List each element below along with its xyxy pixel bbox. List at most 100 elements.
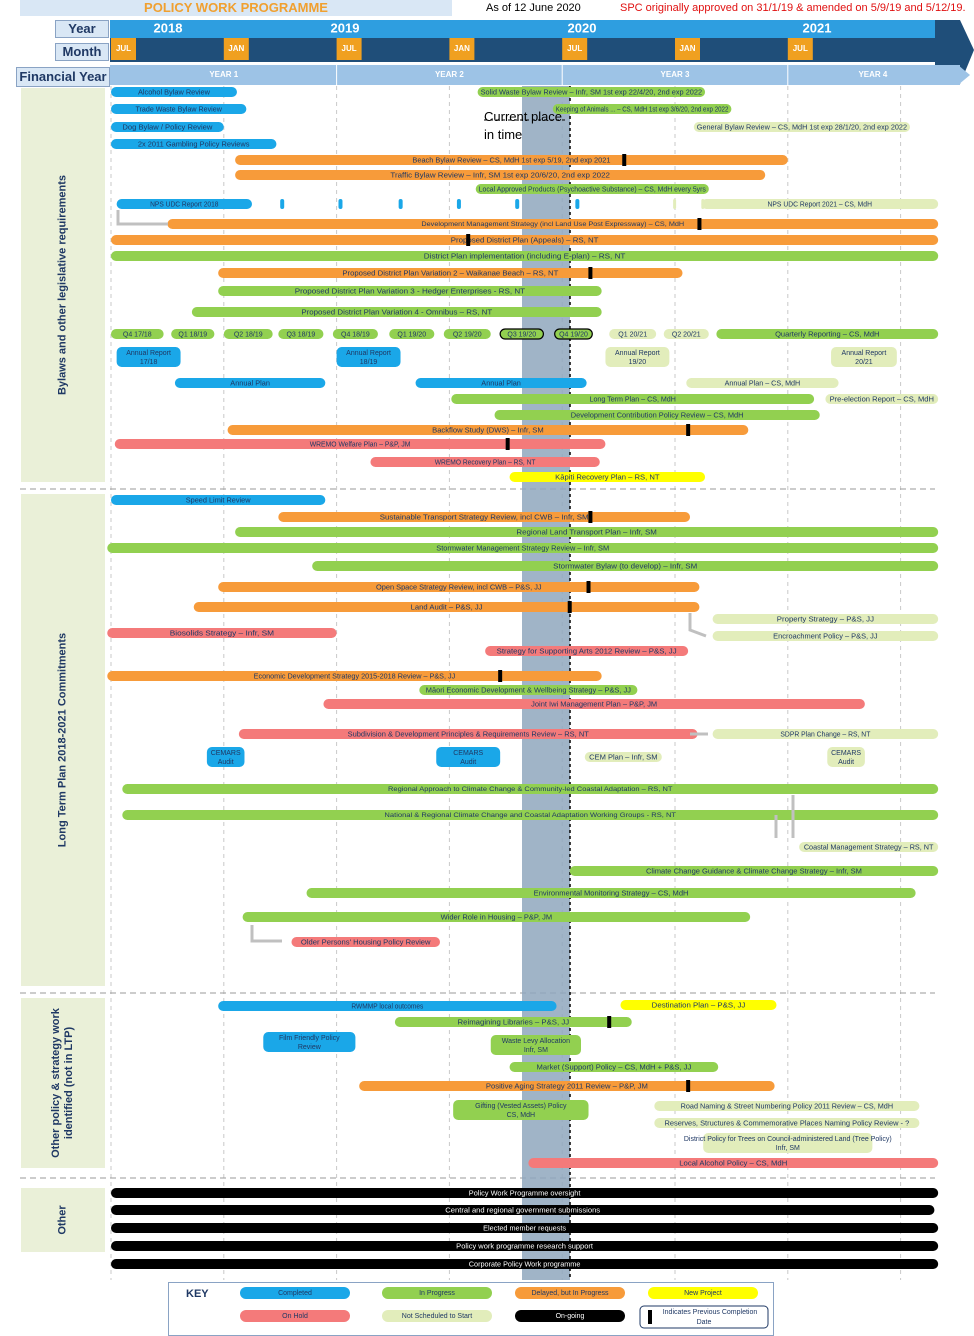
task-bar <box>235 155 788 165</box>
task-bar <box>494 410 820 420</box>
task-bar <box>111 87 237 97</box>
task-label: Climate Change Guidance & Climate Change… <box>646 868 862 875</box>
task-label: Gifting (Vested Assets) Policy <box>475 1103 567 1110</box>
task-label: CEM Plan – Infr, SM <box>589 754 658 761</box>
task-bar <box>242 912 751 922</box>
legend-label: Date <box>697 1319 712 1326</box>
task-label: Proposed District Plan Variation 2 – Wai… <box>342 270 559 277</box>
task-bar <box>419 685 638 695</box>
task-bar <box>114 439 606 449</box>
task-label: Biosolids Strategy – Infr, SM <box>170 630 275 637</box>
task-label: Annual Report <box>615 350 660 357</box>
task-label: Regional Land Transport Plan – Infr, SM <box>516 529 657 536</box>
task-bar <box>193 602 700 612</box>
task-label: Strategy for Supporting Arts 2012 Review… <box>497 648 677 655</box>
task-bar <box>443 329 491 339</box>
task-label: Q2 20/21 <box>672 331 701 338</box>
legend-label: In Progress <box>419 1290 455 1297</box>
previous-completion-marker <box>686 424 691 436</box>
task-label: Waste Levy Allocation <box>502 1038 570 1045</box>
fy-label: YEAR 4 <box>858 70 887 79</box>
task-label: Local Approved Products (Psychoactive Su… <box>479 186 707 193</box>
task-bar <box>206 747 245 767</box>
as-of-date: As of 12 June 2020 <box>486 2 581 14</box>
task-label: Annual Plan – CS, MdH <box>725 380 801 387</box>
task-bar <box>167 219 939 229</box>
progress-tick <box>575 199 580 209</box>
page-title: POLICY WORK PROGRAMME <box>20 0 452 16</box>
section-ltp: Long Term Plan 2018-2021 Commitments <box>21 494 105 986</box>
legend-label: Indicates Previous Completion <box>663 1309 758 1316</box>
fy-label: YEAR 1 <box>209 70 238 79</box>
task-label: Audit <box>218 759 234 766</box>
task-label: Property Strategy – P&S, JJ <box>777 616 874 623</box>
task-label: Proposed District Plan (Appeals) – RS, N… <box>451 237 599 244</box>
task-label: CEMARS <box>211 750 241 757</box>
task-label: General Bylaw Review – CS, MdH 1st exp 2… <box>697 124 907 131</box>
progress-tick <box>456 199 461 209</box>
legend-swatch <box>382 1287 492 1299</box>
task-label: Quarterly Reporting – CS, MdH <box>775 331 879 338</box>
month-label: JAN <box>454 44 470 53</box>
financial-year-row-label: Financial Year <box>16 67 110 87</box>
task-label: Regional Approach to Climate Change & Co… <box>388 787 673 793</box>
progress-tick <box>673 199 677 209</box>
task-label: Proposed District Plan Variation 4 - Omn… <box>301 309 493 316</box>
connector-arrow <box>116 210 168 226</box>
task-label: Q1 18/19 <box>178 331 207 338</box>
legend-marker-box <box>639 1305 769 1329</box>
task-bar <box>218 268 683 278</box>
task-label: District Policy for Trees on Council-adm… <box>684 1136 892 1143</box>
task-label: Speed Limit Review <box>186 497 252 504</box>
task-label: Q2 19/20 <box>453 331 482 338</box>
task-label: RWMMP local outcomes <box>351 1003 423 1010</box>
section-other-policy: Other policy & strategy work identified … <box>21 998 105 1168</box>
task-label: Alcohol Bylaw Review <box>138 89 211 96</box>
month-box <box>336 38 362 60</box>
month-box <box>787 38 813 60</box>
task-label: SDPR Plan Change – RS, NT <box>780 731 871 738</box>
task-label: Joint Iwi Management Plan – P&P, JM <box>531 701 657 708</box>
task-bar <box>716 329 939 339</box>
task-bar <box>111 251 939 261</box>
task-label: Coastal Management Strategy – RS, NT <box>804 844 934 851</box>
task-bar <box>263 1032 356 1052</box>
task-label: Traffic Bylaw Review – Infr, SM 1st exp … <box>390 172 610 179</box>
previous-completion-marker <box>588 267 593 279</box>
task-label: National & Regional Climate Change and C… <box>384 813 676 819</box>
task-label: Keeping of Animals ... – CS, MdH 1st exp… <box>556 106 729 113</box>
task-label: Open Space Strategy Review, incl CWB – P… <box>376 584 542 591</box>
task-label: Q4 17/18 <box>123 331 152 338</box>
task-label: Māori Economic Development & Wellbeing S… <box>426 687 631 694</box>
task-bar <box>552 104 732 114</box>
legend-label: On Hold <box>282 1313 308 1320</box>
legend-label: On-going <box>556 1313 585 1320</box>
task-bar <box>218 1001 557 1011</box>
task-bar <box>291 937 440 947</box>
task-bar <box>712 729 939 739</box>
task-label: Q1 20/21 <box>618 331 647 338</box>
previous-completion-marker <box>607 1016 612 1028</box>
task-label: NPS UDC Report 2021 – CS, MdH <box>768 201 872 208</box>
month-label: JUL <box>342 44 357 53</box>
connector-arrow <box>250 925 282 943</box>
year-label: 2018 <box>154 20 183 35</box>
task-bar <box>218 286 602 296</box>
task-bar <box>235 170 766 180</box>
task-bar <box>827 747 865 767</box>
task-bar <box>122 810 939 820</box>
task-bar <box>453 1100 589 1120</box>
task-label: 17/18 <box>140 359 158 366</box>
task-label: Local Alcohol Policy – CS, MdH <box>679 1160 787 1167</box>
task-bar <box>227 425 749 435</box>
task-bar <box>477 87 706 97</box>
task-label: Positive Aging Strategy 2011 Review – P&… <box>486 1083 648 1090</box>
task-bar <box>436 747 501 767</box>
task-label: Reimagining Libraries – P&S, JJ <box>458 1019 570 1026</box>
task-bar <box>509 1062 719 1072</box>
task-label: Annual Plan <box>230 380 270 387</box>
task-label: Encroachment Policy – P&S, JJ <box>773 633 877 640</box>
task-label: Infr, SM <box>776 1145 800 1152</box>
task-label: Elected member requests <box>483 1225 566 1232</box>
task-label: Beach Bylaw Review – CS, MdH 1st exp 5/1… <box>412 157 610 164</box>
